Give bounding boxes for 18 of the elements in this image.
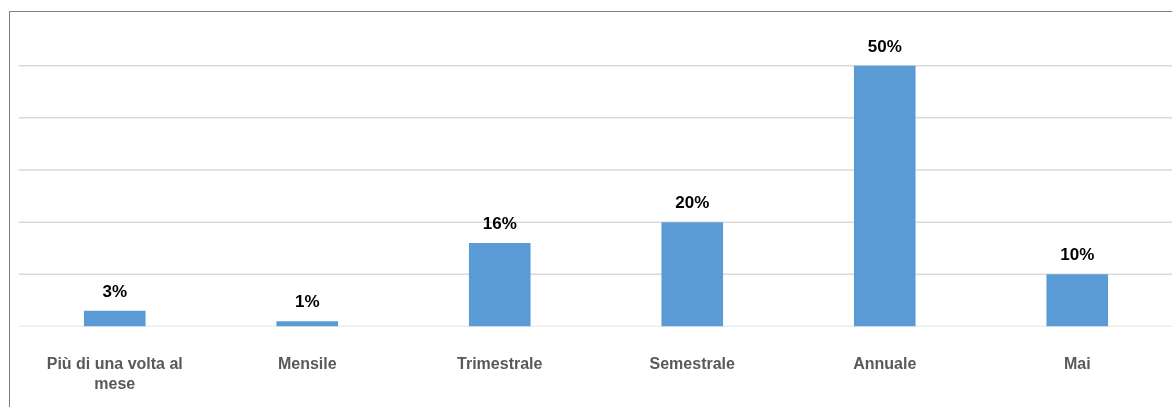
data-label: 10%	[1060, 245, 1095, 265]
bar	[276, 321, 339, 327]
bar	[83, 310, 146, 327]
bar	[468, 243, 531, 327]
data-label: 50%	[867, 36, 902, 56]
x-tick-label: Mai	[1063, 354, 1091, 372]
data-label: 16%	[482, 214, 517, 234]
data-label: 20%	[675, 193, 710, 213]
x-tick-label: Mensile	[277, 354, 337, 372]
bar	[853, 65, 916, 327]
bar	[661, 222, 724, 327]
x-tick-label: Più di una volta al mese	[46, 354, 183, 392]
x-tick-label: Annuale	[853, 354, 917, 372]
data-label: 1%	[294, 292, 320, 312]
bar	[1046, 274, 1109, 327]
x-tick-label: Trimestrale	[457, 354, 543, 372]
data-label: 3%	[102, 281, 128, 301]
x-tick-label: Semestrale	[649, 354, 736, 372]
